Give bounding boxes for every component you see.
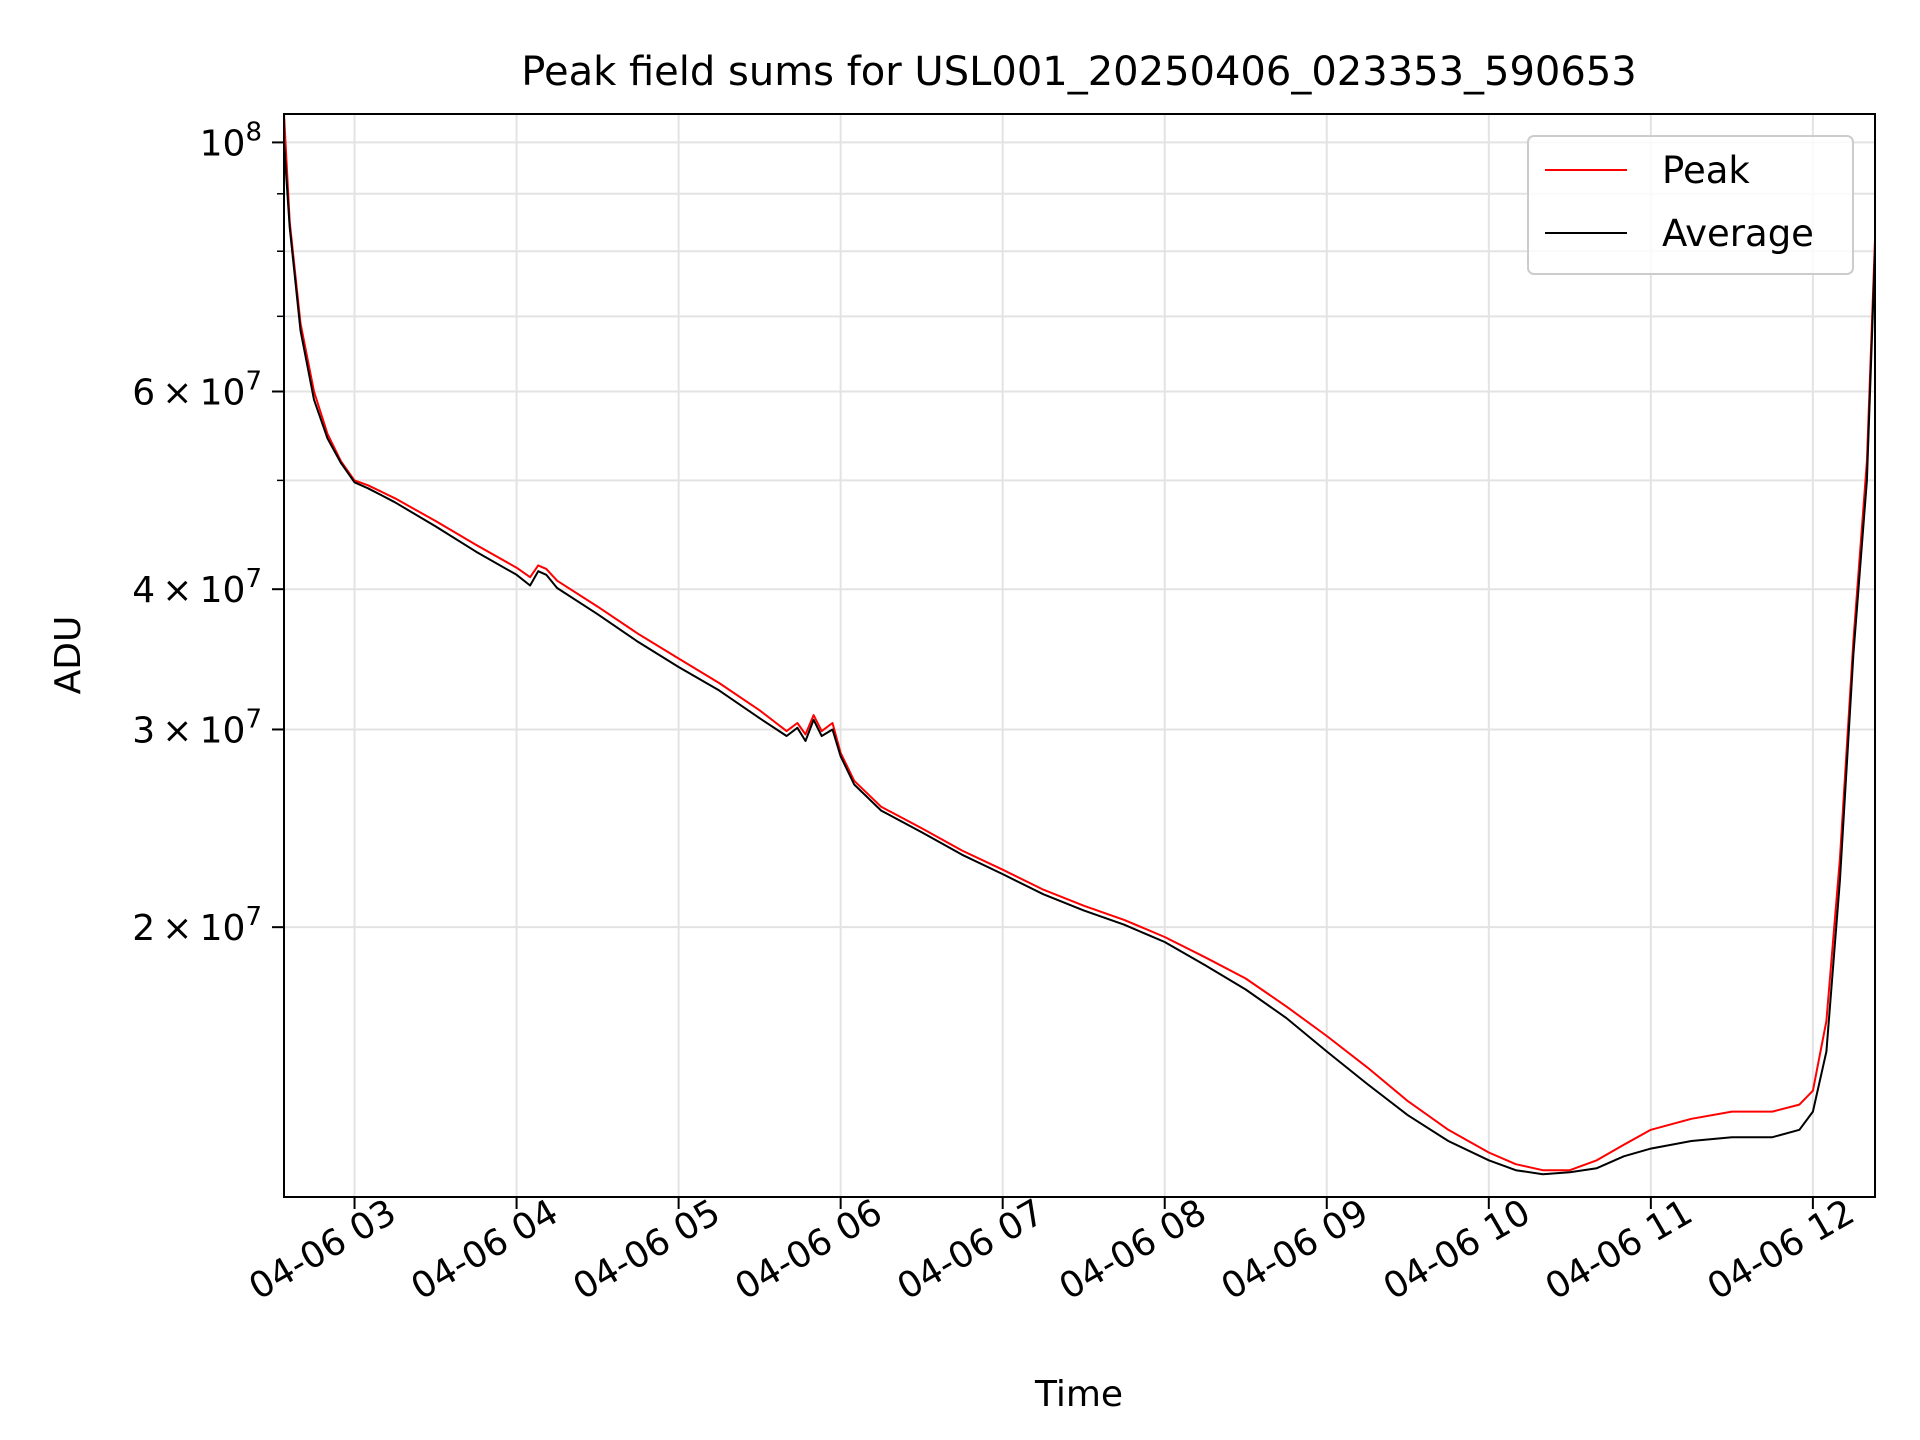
legend: Peak Average	[1527, 135, 1854, 275]
y-tick-label: 108	[200, 117, 262, 164]
y-tick-label: 4 × 107	[132, 564, 262, 611]
y-tick-label: 2 × 107	[132, 902, 262, 949]
x-axis-label: Time	[1034, 1374, 1123, 1415]
series-layer	[283, 113, 1876, 1176]
chart-title: Peak field sums for USL001_20250406_0233…	[521, 49, 1636, 95]
legend-label-peak: Peak	[1662, 149, 1750, 192]
legend-label-average: Average	[1662, 212, 1814, 255]
series-line-peak	[283, 113, 1876, 1172]
y-tick-label: 3 × 107	[132, 704, 262, 751]
y-tick-label: 6 × 107	[132, 366, 262, 413]
series-line-average	[283, 142, 1876, 1176]
y-axis-label: ADU	[48, 616, 89, 695]
plot-frame	[283, 113, 1876, 1198]
y-axis: 108 6 × 107 4 × 107 3 × 107 2 × 107	[132, 117, 284, 949]
